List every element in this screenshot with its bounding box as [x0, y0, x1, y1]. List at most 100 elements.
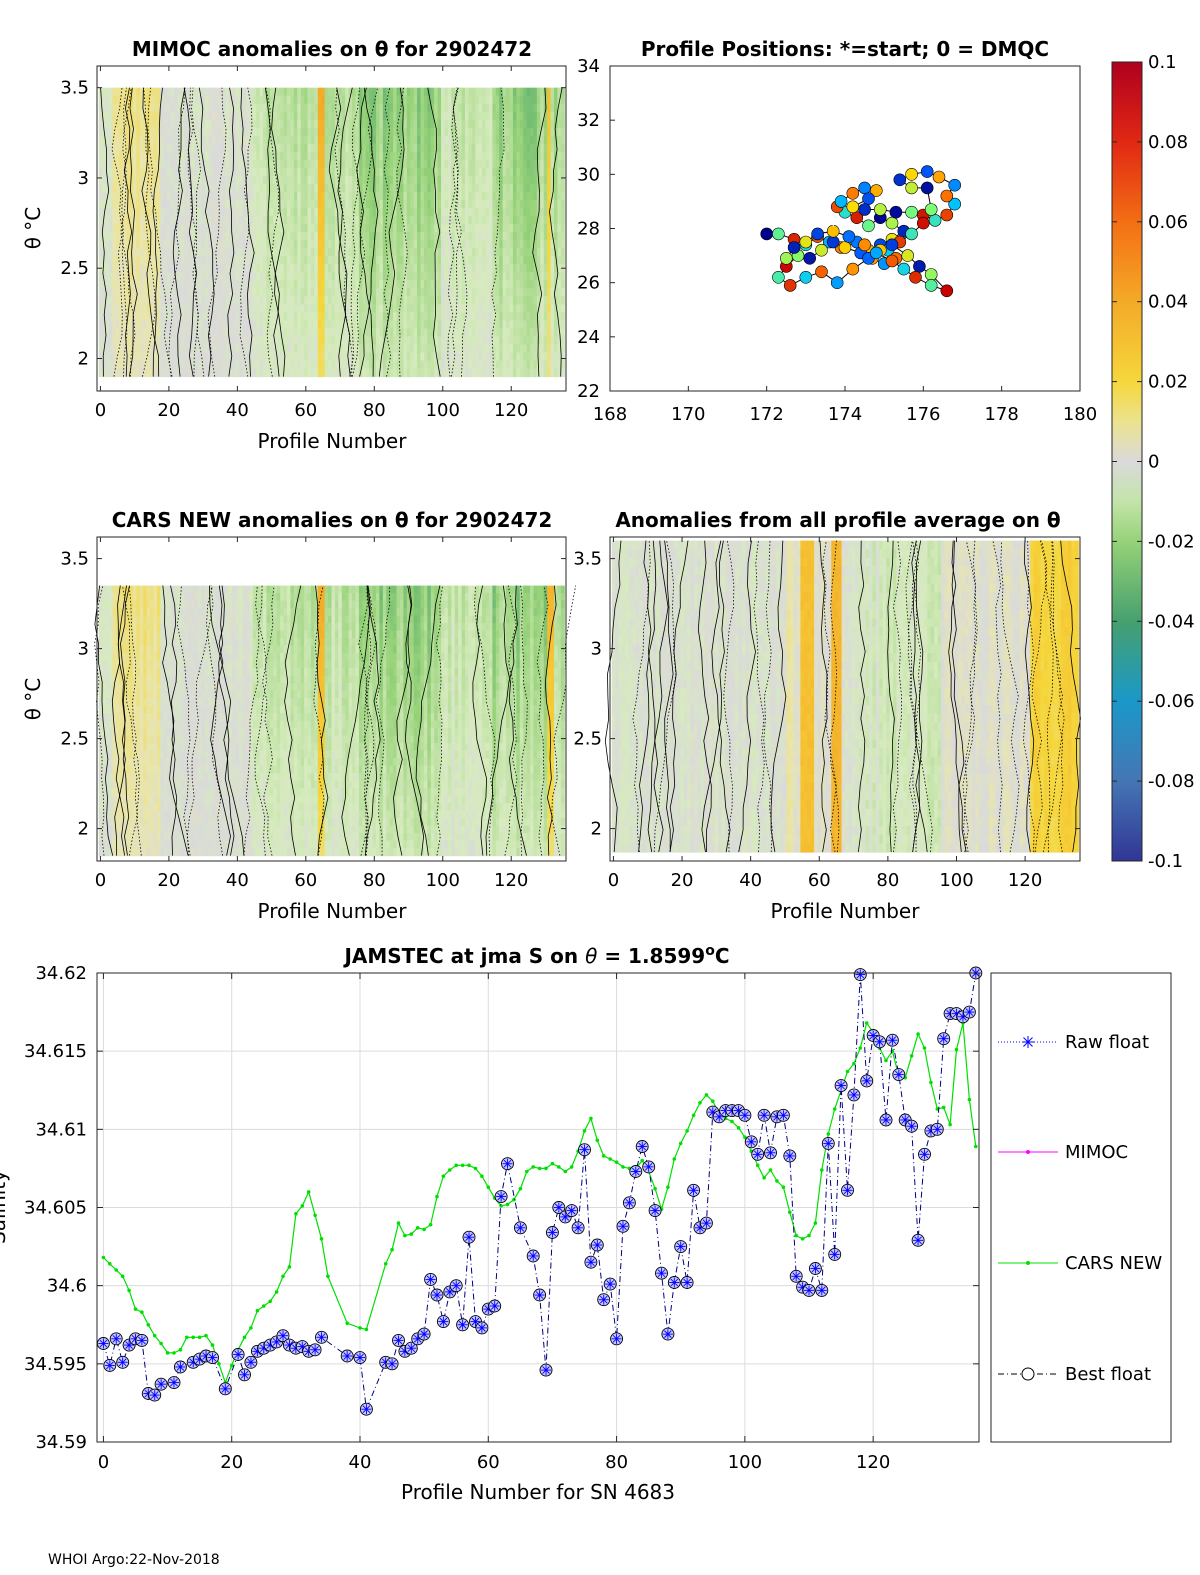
heatmap-cell — [208, 111, 213, 121]
heatmap-cell — [458, 143, 463, 153]
heatmap-cell — [454, 368, 459, 378]
heatmap-cell — [376, 304, 381, 313]
heatmap-cell — [348, 175, 353, 185]
heatmap-cell — [509, 256, 514, 265]
heatmap-cell — [150, 87, 155, 97]
heatmap-cell — [276, 119, 281, 129]
heatmap-cell — [338, 143, 343, 153]
heatmap-cell — [228, 87, 233, 97]
heatmap-cell — [560, 312, 565, 321]
heatmap-cell — [156, 288, 161, 297]
heatmap-cell — [413, 352, 418, 362]
heatmap-cell — [245, 256, 250, 265]
heatmap-cell — [461, 143, 466, 153]
heatmap-cell — [536, 232, 541, 241]
heatmap-cell — [376, 175, 381, 185]
heatmap-cell — [321, 312, 326, 321]
heatmap-cell — [526, 87, 531, 97]
heatmap-cell — [451, 256, 456, 265]
heatmap-cell — [468, 183, 473, 193]
heatmap-cell — [276, 151, 281, 161]
heatmap-cell — [417, 151, 422, 161]
heatmap-cell — [317, 280, 322, 289]
heatmap-cell — [177, 264, 182, 273]
heatmap-cell — [249, 272, 254, 281]
heatmap-cell — [201, 127, 206, 137]
heatmap-cell — [119, 248, 124, 257]
heatmap-cell — [122, 183, 127, 193]
heatmap-cell — [314, 159, 319, 169]
heatmap-cell — [184, 87, 189, 97]
heatmap-cell — [355, 87, 360, 97]
heatmap-cell — [430, 151, 435, 161]
heatmap-cell — [177, 208, 182, 217]
heatmap-cell — [232, 288, 237, 297]
heatmap-cell — [242, 336, 247, 346]
heatmap-cell — [307, 127, 312, 137]
heatmap-cell — [317, 208, 322, 217]
heatmap-cell — [153, 312, 158, 321]
heatmap-cell — [328, 200, 333, 209]
heatmap-cell — [146, 95, 151, 105]
heatmap-cell — [386, 296, 391, 305]
heatmap-cell — [293, 87, 298, 97]
heatmap-cell — [300, 167, 305, 177]
heatmap-cell — [324, 167, 329, 177]
heatmap-cell — [488, 304, 493, 313]
heatmap-cell — [543, 320, 548, 329]
heatmap-cell — [163, 111, 168, 121]
heatmap-cell — [543, 87, 548, 97]
heatmap-cell — [519, 312, 524, 321]
heatmap-cell — [245, 328, 250, 338]
heatmap-cell — [475, 232, 480, 241]
heatmap-cell — [482, 288, 487, 297]
heatmap-cell — [509, 191, 514, 201]
heatmap-cell — [348, 216, 353, 225]
heatmap-cell — [420, 256, 425, 265]
heatmap-cell — [488, 151, 493, 161]
heatmap-cell — [461, 127, 466, 137]
heatmap-cell — [170, 111, 175, 121]
heatmap-cell — [396, 111, 401, 121]
heatmap-cell — [376, 224, 381, 233]
heatmap-cell — [324, 272, 329, 281]
heatmap-cell — [112, 191, 117, 201]
heatmap-cell — [150, 175, 155, 185]
heatmap-cell — [211, 352, 216, 362]
heatmap-cell — [434, 175, 439, 185]
heatmap-cell — [150, 103, 155, 113]
heatmap-cell — [146, 87, 151, 97]
heatmap-cell — [482, 216, 487, 225]
heatmap-cell — [461, 280, 466, 289]
heatmap-cell — [376, 159, 381, 169]
heatmap-cell — [447, 200, 452, 209]
heatmap-cell — [352, 240, 357, 249]
heatmap-cell — [410, 224, 415, 233]
heatmap-cell — [167, 167, 172, 177]
heatmap-cell — [447, 344, 452, 354]
heatmap-cell — [369, 143, 374, 153]
heatmap-cell — [369, 360, 374, 370]
heatmap-cell — [163, 336, 168, 346]
heatmap-cell — [547, 87, 552, 97]
heatmap-cell — [410, 240, 415, 249]
heatmap-cell — [170, 360, 175, 370]
heatmap-cell — [488, 216, 493, 225]
heatmap-cell — [499, 296, 504, 305]
heatmap-cell — [430, 159, 435, 169]
heatmap-cell — [239, 119, 244, 129]
heatmap-cell — [287, 272, 292, 281]
heatmap-cell — [266, 191, 271, 201]
heatmap-cell — [276, 272, 281, 281]
heatmap-cell — [314, 296, 319, 305]
heatmap-cell — [307, 232, 312, 241]
heatmap-cell — [560, 328, 565, 338]
heatmap-cell — [307, 344, 312, 354]
heatmap-cell — [228, 224, 233, 233]
heatmap-cell — [382, 360, 387, 370]
heatmap-cell — [129, 344, 134, 354]
heatmap-cell — [406, 296, 411, 305]
heatmap-cell — [338, 264, 343, 273]
heatmap-cell — [283, 328, 288, 338]
heatmap-cell — [362, 175, 367, 185]
